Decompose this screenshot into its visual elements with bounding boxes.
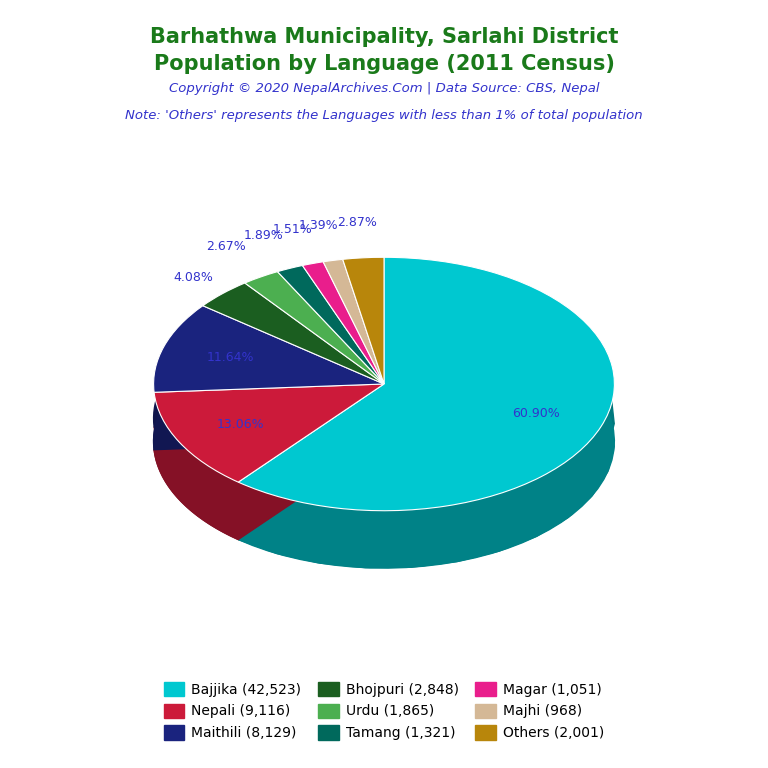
Text: 2.67%: 2.67% xyxy=(207,240,246,253)
Wedge shape xyxy=(154,384,384,482)
Polygon shape xyxy=(154,419,384,539)
Wedge shape xyxy=(343,257,384,384)
Polygon shape xyxy=(154,442,384,539)
Wedge shape xyxy=(323,260,384,384)
Text: Copyright © 2020 NepalArchives.Com | Data Source: CBS, Nepal: Copyright © 2020 NepalArchives.Com | Dat… xyxy=(169,82,599,95)
Polygon shape xyxy=(277,323,384,442)
Text: 13.06%: 13.06% xyxy=(217,418,264,431)
Text: 11.64%: 11.64% xyxy=(206,351,253,364)
Polygon shape xyxy=(343,315,384,442)
Polygon shape xyxy=(245,329,384,442)
Polygon shape xyxy=(238,292,614,568)
Polygon shape xyxy=(238,315,614,568)
Text: 4.08%: 4.08% xyxy=(174,271,214,284)
Polygon shape xyxy=(203,340,384,442)
Text: Note: 'Others' represents the Languages with less than 1% of total population: Note: 'Others' represents the Languages … xyxy=(125,109,643,122)
Wedge shape xyxy=(238,257,614,511)
Polygon shape xyxy=(154,363,384,449)
Wedge shape xyxy=(203,283,384,384)
Wedge shape xyxy=(303,262,384,384)
Wedge shape xyxy=(245,272,384,384)
Text: 1.39%: 1.39% xyxy=(299,220,339,233)
Wedge shape xyxy=(154,306,384,392)
Polygon shape xyxy=(323,316,384,442)
Text: 1.51%: 1.51% xyxy=(273,223,313,237)
Polygon shape xyxy=(154,340,384,449)
Legend: Bajjika (42,523), Nepali (9,116), Maithili (8,129), Bhojpuri (2,848), Urdu (1,86: Bajjika (42,523), Nepali (9,116), Maithi… xyxy=(158,677,610,746)
Wedge shape xyxy=(277,266,384,384)
Text: Population by Language (2011 Census): Population by Language (2011 Census) xyxy=(154,54,614,74)
Polygon shape xyxy=(303,319,384,442)
Text: 1.89%: 1.89% xyxy=(243,230,283,243)
Text: Barhathwa Municipality, Sarlahi District: Barhathwa Municipality, Sarlahi District xyxy=(150,27,618,47)
Text: 2.87%: 2.87% xyxy=(338,216,377,229)
Text: 60.90%: 60.90% xyxy=(512,407,560,420)
